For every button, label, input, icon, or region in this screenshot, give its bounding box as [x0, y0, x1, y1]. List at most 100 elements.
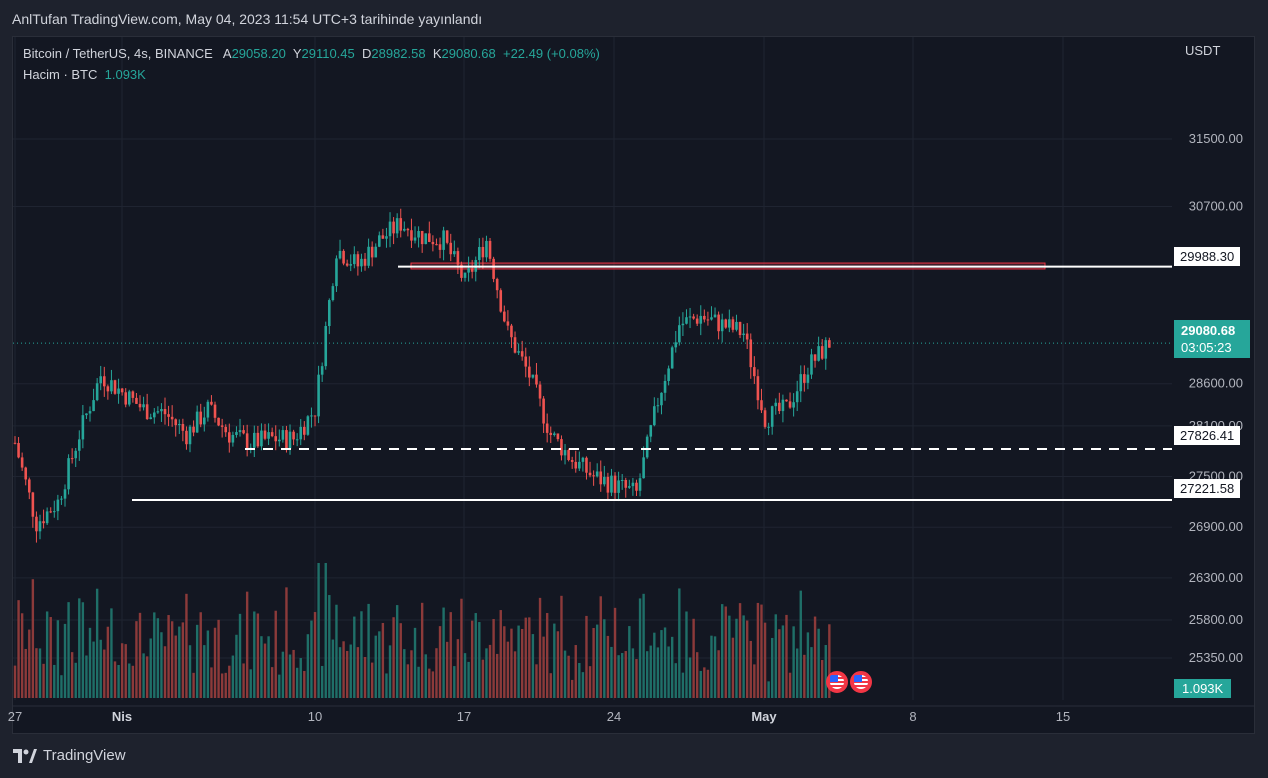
- volume-bar: [756, 602, 760, 698]
- y-tick-label: 26300.00: [1189, 570, 1243, 585]
- volume-bar: [742, 615, 745, 698]
- volume-bar: [363, 656, 367, 698]
- volume-bar: [770, 637, 774, 698]
- tradingview-brand: TradingView: [43, 747, 126, 764]
- candle-body: [585, 457, 588, 473]
- candle-body: [667, 368, 670, 381]
- candle-body: [517, 351, 520, 353]
- volume-bar: [488, 644, 492, 698]
- candle-body: [485, 240, 488, 258]
- candle-body: [545, 423, 549, 433]
- volume-bar: [592, 628, 595, 698]
- volume-bar: [213, 627, 217, 698]
- current-price: 29080.68: [1181, 323, 1236, 338]
- volume-bar: [392, 617, 395, 698]
- candle-body: [188, 426, 192, 445]
- candle-body: [342, 250, 345, 264]
- candle-body: [338, 250, 342, 259]
- volume-bar: [442, 607, 445, 698]
- volume-bar: [695, 652, 699, 698]
- volume-bar: [545, 613, 549, 698]
- volume-bar: [685, 611, 688, 698]
- candle-body: [678, 325, 681, 343]
- volume-bar: [192, 672, 195, 698]
- volume-bar: [763, 622, 767, 698]
- volume-bar: [220, 673, 224, 698]
- volume-bar: [235, 634, 238, 698]
- candle-body: [520, 351, 524, 357]
- candle-body: [638, 478, 642, 491]
- volume-bar: [92, 641, 95, 698]
- candle-body: [52, 511, 56, 513]
- volume-bar: [131, 665, 135, 698]
- volume-bar: [420, 602, 424, 698]
- candle-body: [442, 230, 445, 250]
- volume-bar: [95, 588, 99, 698]
- candle-body: [478, 246, 481, 261]
- volume-bar: [331, 639, 335, 698]
- candle-body: [206, 401, 210, 418]
- candle-body: [617, 480, 620, 493]
- currency-label[interactable]: USDT: [1185, 43, 1221, 58]
- candle-body: [570, 460, 574, 462]
- volume-bar: [74, 662, 77, 698]
- y-tick-label: 26900.00: [1189, 519, 1243, 534]
- volume-bar: [453, 666, 456, 698]
- candle-body: [760, 400, 763, 411]
- volume-bar: [281, 651, 285, 698]
- volume-bar: [185, 593, 188, 698]
- chart-area[interactable]: [12, 36, 1255, 734]
- volume-bar: [135, 621, 138, 698]
- candle-body: [95, 383, 99, 401]
- volume-bar: [367, 603, 370, 698]
- volume-bar: [113, 661, 117, 698]
- y-tick-label: 28600.00: [1189, 376, 1243, 391]
- volume-bar: [224, 672, 227, 698]
- candle-body: [110, 380, 113, 392]
- candle-body: [453, 251, 456, 255]
- volume-bar: [510, 628, 513, 698]
- candle-body: [606, 476, 610, 493]
- volume-bar: [231, 655, 235, 698]
- volume-bar: [792, 626, 795, 698]
- candle-body: [699, 315, 703, 324]
- us-flag-icon[interactable]: [850, 671, 872, 693]
- candle-body: [174, 419, 178, 426]
- candle-body: [788, 401, 792, 408]
- us-flag-icon[interactable]: [826, 671, 848, 693]
- volume-bar: [520, 628, 524, 698]
- volume-bar: [485, 648, 488, 698]
- candle-body: [770, 406, 774, 427]
- volume-bar: [124, 644, 127, 698]
- volume-bar: [581, 672, 585, 698]
- candle-body: [749, 339, 753, 368]
- volume-bar: [406, 664, 410, 698]
- volume-bar: [474, 613, 477, 698]
- candle-body: [263, 430, 267, 439]
- candle-body: [795, 391, 799, 403]
- volume-bar: [274, 610, 277, 698]
- volume-bar: [781, 625, 785, 698]
- candle-body: [124, 392, 128, 405]
- volume-bar: [385, 673, 388, 698]
- candle-body: [535, 374, 538, 385]
- tradingview-logo[interactable]: TradingView: [13, 747, 126, 764]
- candle-body: [120, 388, 124, 393]
- candle-body: [20, 457, 24, 468]
- candle-body: [49, 511, 53, 513]
- candle-body: [306, 416, 310, 435]
- candle-body: [828, 340, 831, 348]
- volume-bar: [210, 667, 213, 698]
- volume-bar: [492, 619, 495, 698]
- volume-bar: [156, 618, 160, 698]
- candle-body: [778, 402, 781, 412]
- volume-bar: [431, 671, 435, 698]
- volume-bar: [788, 672, 792, 698]
- candle-body: [599, 471, 603, 485]
- candle-body: [806, 374, 810, 383]
- candle-body: [785, 399, 788, 402]
- candle-body: [235, 432, 238, 435]
- candle-body: [303, 426, 306, 435]
- volume-bar: [588, 666, 592, 698]
